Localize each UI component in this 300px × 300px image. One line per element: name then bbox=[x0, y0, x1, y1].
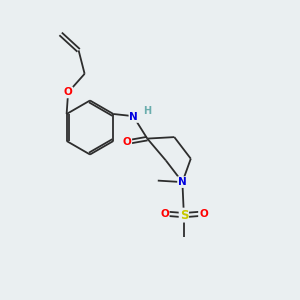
Text: O: O bbox=[64, 87, 73, 98]
Text: O: O bbox=[122, 137, 131, 147]
Text: N: N bbox=[178, 177, 187, 187]
Text: H: H bbox=[143, 106, 151, 116]
Text: O: O bbox=[199, 208, 208, 219]
Text: O: O bbox=[160, 208, 169, 219]
Text: N: N bbox=[129, 112, 138, 122]
Text: S: S bbox=[180, 208, 188, 222]
